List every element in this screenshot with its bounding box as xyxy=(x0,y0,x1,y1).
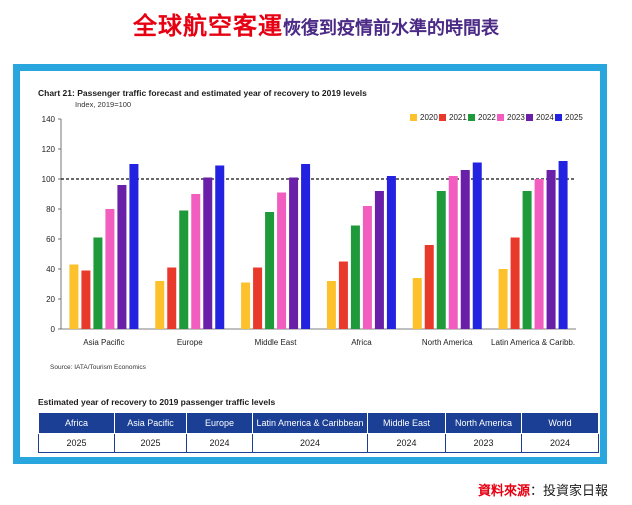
table-cell: 2024 xyxy=(367,433,446,453)
bar-2024 xyxy=(374,191,384,329)
source-credit: 資料來源：投資家日報 xyxy=(478,480,608,499)
recovery-table-title: Estimated year of recovery to 2019 passe… xyxy=(38,397,276,407)
bar-2024 xyxy=(460,170,470,329)
bar-2020 xyxy=(498,269,508,329)
table-header-cell: Latin America & Caribbean xyxy=(252,412,368,434)
legend-label-2024: 2024 xyxy=(536,113,554,122)
bar-2024 xyxy=(546,170,556,329)
bar-2022 xyxy=(522,191,532,329)
table-header-cell: Middle East xyxy=(367,412,446,434)
x-category-label: Asia Pacific xyxy=(83,338,124,347)
bar-2021 xyxy=(81,270,91,329)
bar-2025 xyxy=(558,161,568,329)
legend-swatch-2021 xyxy=(439,114,446,121)
bar-2020 xyxy=(241,282,251,329)
credit-separator: ： xyxy=(529,484,543,499)
legend-swatch-2020 xyxy=(410,114,417,121)
table-header-cell: Europe xyxy=(186,412,253,434)
bar-2020 xyxy=(69,264,79,329)
credit-label: 資料來源 xyxy=(477,484,530,499)
y-tick-label: 100 xyxy=(42,175,56,184)
y-tick-label: 80 xyxy=(46,205,55,214)
table-cell: 2025 xyxy=(114,433,187,453)
chart-source: Source: IATA/Tourism Economics xyxy=(50,364,147,371)
bar-2023 xyxy=(534,179,544,329)
bar-2023 xyxy=(362,206,372,329)
x-category-label: Middle East xyxy=(255,338,298,347)
bar-2025 xyxy=(129,164,139,329)
bar-2020 xyxy=(155,281,165,329)
bar-2021 xyxy=(253,267,263,329)
y-tick-label: 0 xyxy=(51,325,56,334)
table-cell: 2024 xyxy=(252,433,368,453)
headline-sub: 恢復到疫情前水準的時間表 xyxy=(283,18,499,39)
y-tick-label: 40 xyxy=(46,265,55,274)
legend-swatch-2025 xyxy=(555,114,562,121)
bar-2022 xyxy=(179,210,189,329)
bar-2022 xyxy=(436,191,446,329)
table-cell: 2024 xyxy=(521,433,599,453)
bar-2022 xyxy=(265,212,275,329)
legend-label-2022: 2022 xyxy=(478,113,496,122)
bar-2020 xyxy=(412,278,422,329)
table-header-cell: World xyxy=(521,412,599,434)
bar-2022 xyxy=(350,225,360,329)
legend-label-2021: 2021 xyxy=(449,113,467,122)
bar-2024 xyxy=(203,177,213,329)
headline-main: 全球航空客運 xyxy=(133,12,283,40)
bar-2023 xyxy=(448,176,458,329)
table-cell: 2025 xyxy=(38,433,115,453)
y-tick-label: 60 xyxy=(46,235,55,244)
bar-2023 xyxy=(191,194,201,329)
bar-2025 xyxy=(301,164,311,329)
bar-2024 xyxy=(117,185,127,329)
bar-2022 xyxy=(93,237,103,329)
table-header-cell: Africa xyxy=(38,412,115,434)
x-category-label: Africa xyxy=(351,338,372,347)
table-header-cell: Asia Pacific xyxy=(114,412,187,434)
legend-swatch-2022 xyxy=(468,114,475,121)
recovery-table-header-row: Africa Asia Pacific Europe Latin America… xyxy=(38,412,599,434)
x-category-label: Latin America & Caribb. xyxy=(491,338,575,347)
chart-frame: Chart 21: Passenger traffic forecast and… xyxy=(13,64,607,464)
table-header-cell: North America xyxy=(445,412,522,434)
legend-swatch-2023 xyxy=(497,114,504,121)
credit-value: 投資家日報 xyxy=(542,484,608,499)
bar-2024 xyxy=(289,177,299,329)
bar-2021 xyxy=(338,261,348,329)
legend-label-2025: 2025 xyxy=(565,113,583,122)
table-cell: 2023 xyxy=(445,433,522,453)
bar-2021 xyxy=(510,237,520,329)
legend-label-2023: 2023 xyxy=(507,113,525,122)
bar-2023 xyxy=(277,192,287,329)
y-tick-label: 140 xyxy=(42,115,56,124)
y-axis-label: Index, 2019=100 xyxy=(75,100,132,109)
chart-panel: Chart 21: Passenger traffic forecast and… xyxy=(19,70,601,458)
legend-swatch-2024 xyxy=(526,114,533,121)
chart-title: Chart 21: Passenger traffic forecast and… xyxy=(38,88,367,98)
x-category-label: North America xyxy=(422,338,473,347)
bar-2021 xyxy=(424,245,434,329)
x-category-label: Europe xyxy=(177,338,203,347)
bar-2025 xyxy=(215,165,225,329)
y-tick-label: 120 xyxy=(42,145,56,154)
recovery-table-row: 2025 2025 2024 2024 2024 2023 2024 xyxy=(38,433,599,453)
bar-2025 xyxy=(472,162,482,329)
table-cell: 2024 xyxy=(186,433,253,453)
legend-label-2020: 2020 xyxy=(420,113,438,122)
headline: 全球航空客運恢復到疫情前水準的時間表 xyxy=(0,6,632,41)
bar-chart: 0 20 40 60 80 100 120 140 Asia Pacific Europe Midd… xyxy=(42,113,584,371)
bar-2021 xyxy=(167,267,177,329)
bar-2023 xyxy=(105,209,115,329)
bar-2020 xyxy=(326,281,336,329)
y-tick-label: 20 xyxy=(46,295,55,304)
recovery-table: Africa Asia Pacific Europe Latin America… xyxy=(38,412,599,453)
bar-2025 xyxy=(386,176,396,329)
